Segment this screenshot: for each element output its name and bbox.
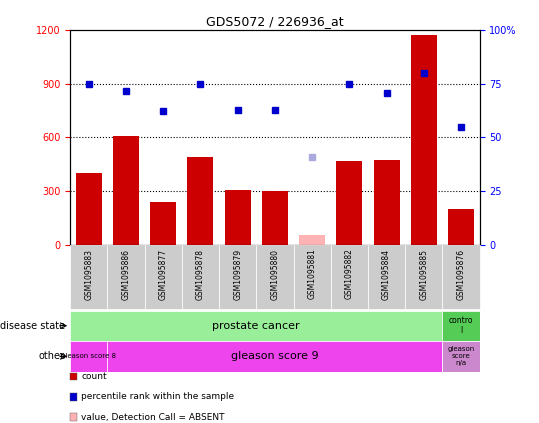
Text: GSM1095878: GSM1095878 xyxy=(196,249,205,299)
Bar xyxy=(75,173,102,245)
Bar xyxy=(219,245,256,309)
Bar xyxy=(182,245,219,309)
Text: GSM1095882: GSM1095882 xyxy=(345,249,354,299)
Text: gleason
score
n/a: gleason score n/a xyxy=(447,346,475,366)
Text: percentile rank within the sample: percentile rank within the sample xyxy=(81,392,234,401)
Bar xyxy=(150,202,176,245)
Bar xyxy=(107,245,144,309)
Text: GSM1095877: GSM1095877 xyxy=(158,249,168,299)
Bar xyxy=(368,245,405,309)
Text: gleason score 9: gleason score 9 xyxy=(231,352,319,361)
Text: GSM1095883: GSM1095883 xyxy=(84,249,93,299)
Text: GSM1095886: GSM1095886 xyxy=(121,249,130,299)
Bar xyxy=(70,245,107,309)
Bar xyxy=(144,245,182,309)
Text: value, Detection Call = ABSENT: value, Detection Call = ABSENT xyxy=(81,412,225,422)
Bar xyxy=(443,341,480,372)
Text: contro
l: contro l xyxy=(449,316,473,335)
Bar xyxy=(443,245,480,309)
Text: GSM1095876: GSM1095876 xyxy=(457,249,466,299)
Bar xyxy=(113,136,139,245)
Bar xyxy=(70,341,107,372)
Text: GSM1095879: GSM1095879 xyxy=(233,249,242,299)
Bar xyxy=(262,190,288,245)
Text: disease state: disease state xyxy=(0,321,65,331)
Bar xyxy=(405,245,443,309)
Bar xyxy=(331,245,368,309)
Bar xyxy=(225,190,251,245)
Text: other: other xyxy=(39,352,65,361)
Bar xyxy=(299,234,325,245)
Bar xyxy=(256,245,294,309)
Text: GSM1095885: GSM1095885 xyxy=(419,249,429,299)
Text: gleason score 8: gleason score 8 xyxy=(61,353,116,360)
Bar xyxy=(411,35,437,245)
Text: GSM1095881: GSM1095881 xyxy=(308,249,316,299)
Bar xyxy=(443,311,480,341)
Bar xyxy=(107,341,443,372)
Bar xyxy=(448,209,474,245)
Bar xyxy=(374,160,399,245)
Text: prostate cancer: prostate cancer xyxy=(212,321,300,331)
Bar xyxy=(336,161,362,245)
Bar xyxy=(188,157,213,245)
Title: GDS5072 / 226936_at: GDS5072 / 226936_at xyxy=(206,16,344,28)
Text: GSM1095884: GSM1095884 xyxy=(382,249,391,299)
Text: count: count xyxy=(81,372,107,381)
Bar xyxy=(294,245,331,309)
Text: GSM1095880: GSM1095880 xyxy=(271,249,279,299)
